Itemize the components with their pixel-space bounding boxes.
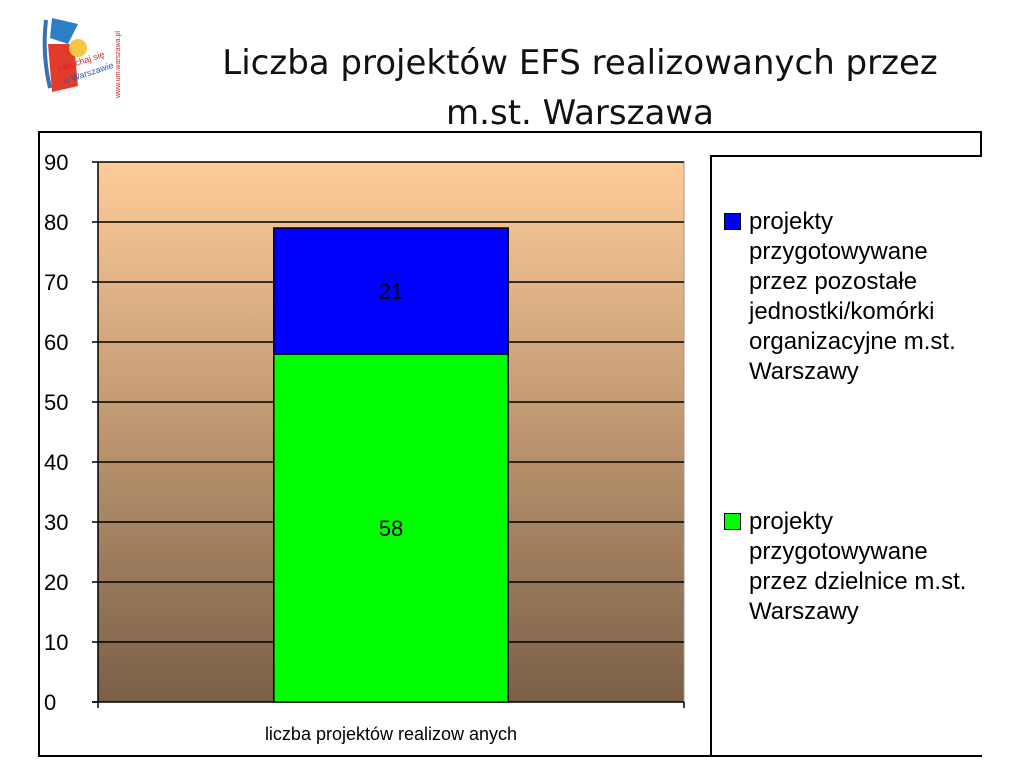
x-category-label: liczba projektów realizow anych xyxy=(265,724,517,744)
legend-swatch-blue xyxy=(724,213,741,230)
logo-url: www.um.warszawa.pl xyxy=(115,31,122,99)
y-tick-label: 60 xyxy=(44,330,68,355)
legend-swatch-green xyxy=(724,513,741,530)
bar-segment-0 xyxy=(273,353,509,703)
y-tick-label: 10 xyxy=(44,630,68,655)
warsaw-logo: zakochaj się w Warszawie www.um.warszawa… xyxy=(38,14,134,102)
y-tick-label: 40 xyxy=(44,450,68,475)
chart-legend: projekty przygotowywane przez pozostałe … xyxy=(710,155,982,755)
data-label: 21 xyxy=(379,279,403,304)
y-tick-label: 70 xyxy=(44,270,68,295)
y-tick-label: 90 xyxy=(44,150,68,175)
chart-area: 0 10 20 30 40 50 60 70 80 90 58 21 liczba projektów … xyxy=(38,131,982,757)
y-tick-label: 50 xyxy=(44,390,68,415)
y-tick-label: 80 xyxy=(44,210,68,235)
legend-item-districts: projekty przygotowywane przez dzielnice … xyxy=(724,507,989,627)
bar-segment-1 xyxy=(273,227,509,355)
data-label: 58 xyxy=(379,516,403,541)
y-tick-label: 20 xyxy=(44,570,68,595)
y-tick-label: 30 xyxy=(44,510,68,535)
y-tick-label: 0 xyxy=(44,690,56,715)
slide-title: Liczba projektów EFS realizowanych przez… xyxy=(222,43,938,133)
legend-item-other-units: projekty przygotowywane przez pozostałe … xyxy=(724,207,989,387)
legend-label: projekty przygotowywane przez pozostałe … xyxy=(749,208,956,385)
legend-label: projekty przygotowywane przez dzielnice … xyxy=(749,508,967,625)
bar-chart: 0 10 20 30 40 50 60 70 80 90 58 21 liczba projektów … xyxy=(44,150,685,744)
warsaw-logo-icon: zakochaj się w Warszawie www.um.warszawa… xyxy=(42,18,122,99)
